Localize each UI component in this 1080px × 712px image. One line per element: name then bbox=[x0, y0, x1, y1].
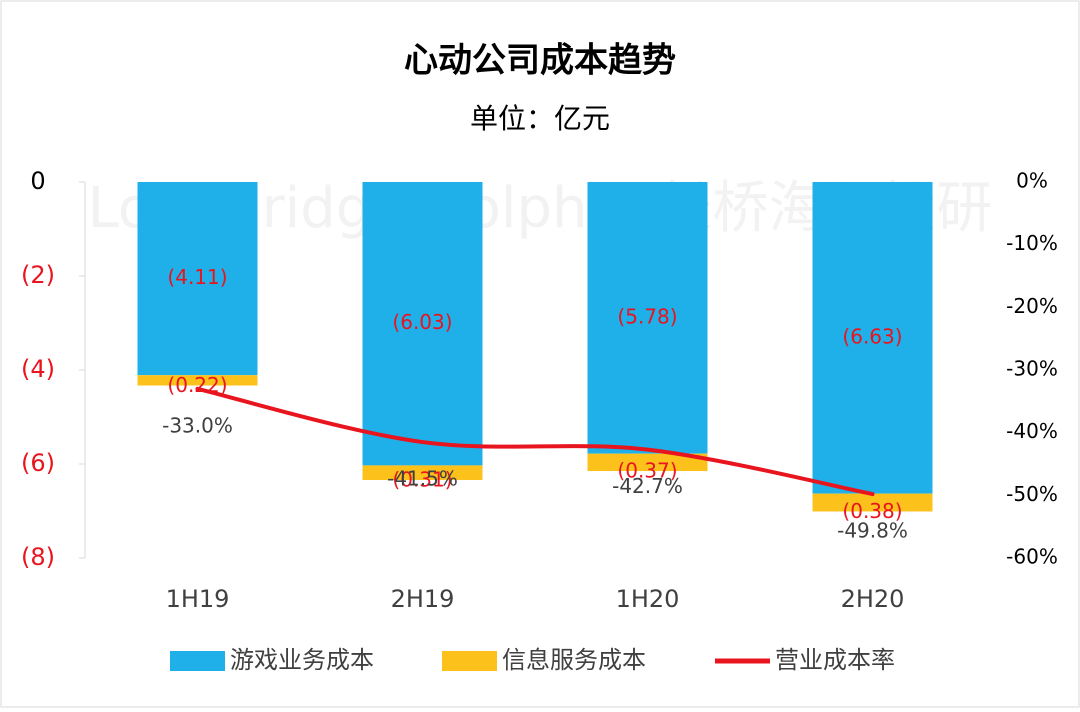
bar bbox=[812, 493, 933, 512]
data-label: (5.78) bbox=[617, 304, 677, 328]
line bbox=[195, 386, 875, 497]
x-tick-label: 1H20 bbox=[616, 585, 680, 613]
chart-subtitle: 单位：亿元 bbox=[470, 102, 610, 135]
legend-swatch bbox=[442, 651, 497, 671]
data-label: (6.03) bbox=[392, 310, 452, 334]
bar bbox=[587, 182, 708, 454]
data-label: (0.38) bbox=[842, 499, 902, 523]
bar bbox=[587, 453, 708, 472]
line-label: -42.7% bbox=[612, 474, 683, 498]
data-label: (0.37) bbox=[617, 459, 677, 483]
x-tick-label: 1H19 bbox=[166, 585, 230, 613]
line-label: -49.8% bbox=[837, 519, 908, 543]
y-tick-label: (2) bbox=[21, 261, 55, 289]
legend-label: 营业成本率 bbox=[775, 646, 895, 674]
bar bbox=[137, 182, 258, 376]
legend-label: 游戏业务成本 bbox=[230, 646, 374, 674]
y2-tick-label: -40% bbox=[1006, 419, 1058, 443]
y2-tick-label: -60% bbox=[1006, 545, 1058, 569]
y2-tick-label: 0% bbox=[1016, 169, 1048, 193]
bar bbox=[362, 465, 483, 480]
line-label: -33.0% bbox=[162, 413, 233, 437]
legend-label: 信息服务成本 bbox=[502, 646, 646, 674]
data-label: (6.63) bbox=[842, 324, 902, 348]
bar bbox=[812, 182, 933, 494]
y2-tick-label: -50% bbox=[1006, 482, 1058, 506]
data-label: (0.31) bbox=[392, 467, 452, 491]
y-tick-label: (8) bbox=[21, 543, 55, 571]
y-tick-label: 0 bbox=[30, 167, 45, 195]
x-tick-label: 2H19 bbox=[391, 585, 455, 613]
line-label: -41.5% bbox=[387, 467, 458, 491]
chart-title: 心动公司成本趋势 bbox=[404, 41, 676, 81]
x-tick-label: 2H20 bbox=[841, 585, 905, 613]
legend-swatch bbox=[170, 651, 225, 671]
y-tick-label: (6) bbox=[21, 449, 55, 477]
y2-tick-label: -20% bbox=[1006, 294, 1058, 318]
y2-tick-label: -10% bbox=[1006, 231, 1058, 255]
bar bbox=[362, 182, 483, 466]
data-label: (4.11) bbox=[167, 265, 227, 289]
bar bbox=[137, 375, 258, 386]
y2-tick-label: -30% bbox=[1006, 357, 1058, 381]
y-tick-label: (4) bbox=[21, 355, 55, 383]
